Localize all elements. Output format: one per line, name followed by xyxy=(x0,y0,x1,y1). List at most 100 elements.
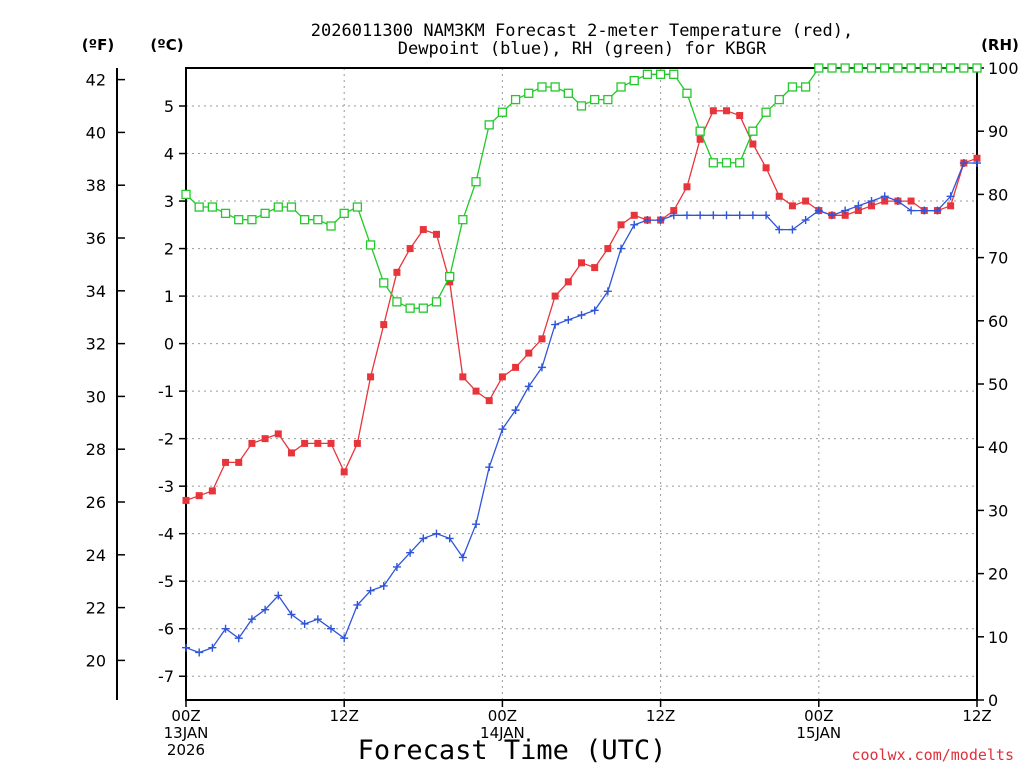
rh-point xyxy=(392,297,402,307)
rh-tick-label: 0 xyxy=(988,691,998,710)
rh-point xyxy=(669,69,679,79)
dewpoint-point xyxy=(933,206,942,215)
rh-tick-label: 90 xyxy=(988,122,1008,141)
rh-tick-label: 60 xyxy=(988,312,1008,331)
rh-point xyxy=(339,208,349,219)
temperature-point xyxy=(538,335,546,343)
rh-point xyxy=(326,221,336,231)
rh-point xyxy=(761,107,771,117)
dewpoint-point xyxy=(419,534,428,543)
fahrenheit-tick-label: 34 xyxy=(86,282,106,301)
rh-point xyxy=(721,158,732,168)
temperature-point xyxy=(301,439,309,447)
rh-point xyxy=(273,202,283,212)
temperature-point xyxy=(881,197,889,205)
temperature-point xyxy=(353,439,361,447)
dewpoint-point xyxy=(959,159,968,168)
rh-point xyxy=(286,202,297,212)
dewpoint-point xyxy=(854,201,863,210)
rh-point xyxy=(972,63,982,73)
temperature-point xyxy=(248,439,256,447)
dewpoint-point xyxy=(669,211,678,220)
rh-point xyxy=(735,158,745,168)
rh-tick-label: 80 xyxy=(988,185,1008,204)
dewpoint-point xyxy=(920,206,929,215)
rh-point xyxy=(379,278,389,288)
rh-tick-label: 50 xyxy=(988,375,1008,394)
rh-point xyxy=(510,94,521,105)
dewpoint-point xyxy=(709,211,718,220)
dewpoint-point xyxy=(946,192,955,201)
temperature-point xyxy=(907,197,915,205)
fahrenheit-tick-label: 38 xyxy=(86,176,106,195)
dewpoint-point xyxy=(406,548,415,557)
dewpoint-point xyxy=(366,586,375,595)
x-tick-label: 13JAN xyxy=(164,724,209,742)
dewpoint-point xyxy=(287,610,296,619)
rh-point xyxy=(524,88,534,98)
temperature-point xyxy=(235,458,243,466)
dewpoint-point xyxy=(762,211,771,220)
temperature-point xyxy=(314,439,322,447)
dewpoint-point xyxy=(379,581,388,590)
rh-tick-label: 40 xyxy=(988,438,1008,457)
dewpoint-point xyxy=(682,211,691,220)
x-tick-label: 12Z xyxy=(646,707,675,725)
temperature-point xyxy=(630,211,638,219)
dewpoint-point xyxy=(221,624,230,633)
x-tick-label: 12Z xyxy=(962,707,991,725)
fahrenheit-tick-label: 28 xyxy=(86,440,106,459)
temperature-point xyxy=(736,112,744,120)
rh-point xyxy=(313,215,323,225)
chart-title-line-2: Dewpoint (blue), RH (green) for KBGR xyxy=(398,39,767,59)
rh-point xyxy=(682,88,692,98)
dewpoint-point xyxy=(748,211,757,220)
rh-point xyxy=(590,94,600,105)
dewpoint-point xyxy=(300,619,309,628)
rh-point xyxy=(774,94,784,105)
dewpoint-point xyxy=(643,216,652,225)
temperature-point xyxy=(723,107,731,115)
celsius-tick-label: 5 xyxy=(164,97,174,116)
rh-point xyxy=(418,303,428,313)
dewpoint-point xyxy=(208,643,217,652)
temperature-point xyxy=(604,245,612,253)
rh-point xyxy=(800,82,811,92)
rh-point xyxy=(563,88,573,98)
fahrenheit-tick-label: 22 xyxy=(86,599,106,618)
rh-point xyxy=(550,82,560,92)
dewpoint-point xyxy=(472,520,481,529)
temperature-point xyxy=(854,207,862,215)
rh-point xyxy=(603,94,613,105)
rh-tick-label: 10 xyxy=(988,628,1008,647)
rh-tick-label: 100 xyxy=(988,59,1019,78)
rh-point xyxy=(458,215,468,225)
celsius-tick-label: 3 xyxy=(164,192,174,211)
rh-point xyxy=(431,297,442,307)
rh-point xyxy=(194,202,204,212)
dewpoint-point xyxy=(524,382,533,391)
temperature-point xyxy=(709,107,717,115)
temperature-point xyxy=(340,468,348,476)
rh-point xyxy=(655,69,666,79)
temperature-point xyxy=(525,349,533,357)
x-tick-label: 00Z xyxy=(171,707,200,725)
temperature-point xyxy=(274,430,282,438)
rh-unit-label: (RH) xyxy=(981,36,1019,54)
temperature-point xyxy=(683,183,691,191)
fahrenheit-unit-label: (ºF) xyxy=(82,36,114,54)
rh-point xyxy=(840,63,850,73)
celsius-tick-label: -6 xyxy=(158,620,174,639)
axes: -7-6-5-4-3-2-101234520222426283032343638… xyxy=(86,59,1019,710)
dewpoint-point xyxy=(498,425,507,434)
dewpoint-point xyxy=(577,311,586,320)
temperature-point xyxy=(498,373,506,381)
dewpoint-point xyxy=(274,591,283,600)
temperature-point xyxy=(788,202,796,210)
temperature-point xyxy=(591,264,599,272)
temperature-point xyxy=(222,458,230,466)
fahrenheit-tick-label: 24 xyxy=(86,546,106,565)
temperature-point xyxy=(564,278,572,286)
temperature-point xyxy=(406,245,414,253)
